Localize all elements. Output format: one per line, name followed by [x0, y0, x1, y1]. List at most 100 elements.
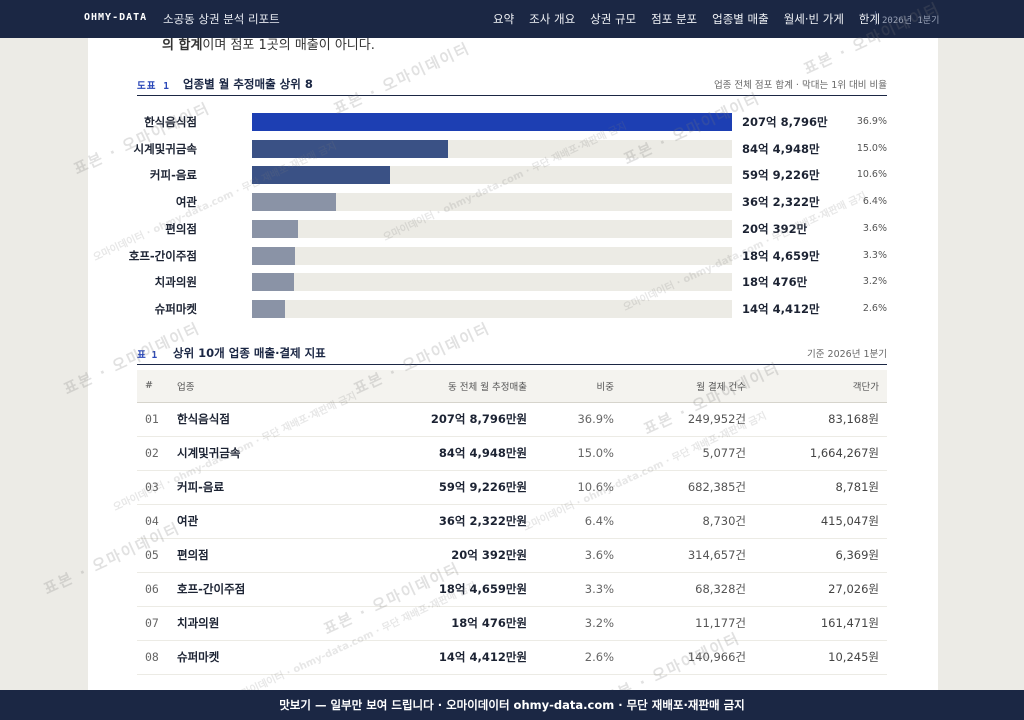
- cell-share: 6.4%: [527, 504, 614, 539]
- bar-row: 시계및귀금속 84억 4,948만 15.0%: [134, 139, 887, 158]
- bar-fill: [252, 139, 449, 158]
- bar-category-label: 호프-간이주점: [128, 248, 197, 263]
- cell-sales: 18억 476만원: [377, 606, 527, 641]
- cell-transactions: 11,177건: [614, 606, 746, 641]
- cell-sales: 207억 8,796만원: [377, 402, 527, 437]
- cell-share: 2.6%: [527, 640, 614, 675]
- cell-industry: 치과의원: [177, 606, 377, 641]
- bar-track: [252, 166, 732, 185]
- cell-rank: 06: [137, 572, 177, 607]
- nav-item-rent-vacancy[interactable]: 월세·빈 가게: [783, 12, 844, 26]
- cell-industry: 한식음식점: [177, 402, 377, 437]
- bar-fill: [252, 273, 294, 292]
- cell-sales: 36억 2,322만원: [377, 504, 527, 539]
- col-header-transactions: 월 결제 건수: [614, 370, 746, 403]
- cell-sales: 84억 4,948만원: [377, 436, 527, 471]
- cell-rank: 04: [137, 504, 177, 539]
- nav-item-survey-overview[interactable]: 조사 개요: [529, 12, 576, 26]
- bar-track: [252, 246, 732, 265]
- bar-track: [252, 113, 732, 131]
- bar-fill: [252, 219, 299, 238]
- cell-share: 3.2%: [527, 606, 614, 641]
- cell-industry: 커피-음료: [177, 470, 377, 505]
- footer-banner: 맛보기 — 일부만 보여 드립니다 · 오마이데이터 ohmy-data.com…: [0, 690, 1024, 720]
- bar-row: 치과의원 18억 476만 3.2%: [137, 273, 887, 292]
- bar-fill: [252, 166, 391, 185]
- section-nav: 요약 조사 개요 상권 규모 점포 분포 업종별 매출 월세·빈 가게 한계 2…: [493, 11, 939, 27]
- table-header: 표 1 상위 10개 업종 매출·결제 지표 기준 2026년 1분기: [137, 345, 887, 365]
- bar-track: [252, 139, 732, 158]
- cell-avg-price: 27,026원: [746, 572, 887, 607]
- cell-sales: 20억 392만원: [377, 538, 527, 573]
- nav-item-summary[interactable]: 요약: [493, 12, 515, 26]
- cell-rank: 01: [137, 402, 177, 437]
- cell-industry: 호프-간이주점: [177, 572, 377, 607]
- bar-fill: [252, 299, 286, 318]
- figure-title: 업종별 월 추정매출 상위 8: [183, 77, 313, 91]
- bar-share-label: 10.6%: [856, 169, 887, 181]
- cell-transactions: 68,328건: [614, 572, 746, 607]
- table-note: 기준 2026년 1분기: [807, 349, 887, 360]
- cell-sales: 14억 4,412만원: [377, 640, 527, 675]
- cell-sales: 18억 4,659만원: [377, 572, 527, 607]
- cell-avg-price: 6,369원: [746, 538, 887, 573]
- table-row: 02 시계및귀금속 84억 4,948만원 15.0% 5,077건 1,664,267원: [137, 436, 887, 471]
- table-title: 상위 10개 업종 매출·결제 지표: [173, 346, 326, 360]
- nav-item-sales-by-industry[interactable]: 업종별 매출: [712, 12, 769, 26]
- col-header-rank: #: [137, 370, 177, 403]
- cell-avg-price: 10,245원: [746, 640, 887, 675]
- bar-share-label: 3.2%: [862, 276, 887, 288]
- nav-item-market-size[interactable]: 상권 규모: [590, 12, 637, 26]
- cut-off-paragraph: 의 합계이며 점포 1곳의 매출이 아니다.: [162, 38, 375, 53]
- bar-track: [252, 219, 732, 238]
- cell-transactions: 5,077건: [614, 436, 746, 471]
- cut-off-rest: 이며 점포 1곳의 매출이 아니다.: [202, 38, 375, 53]
- bar-row: 커피-음료 59억 9,226만 10.6%: [137, 166, 887, 185]
- brand-logo[interactable]: OHMY-DATA: [84, 12, 148, 23]
- cell-share: 36.9%: [527, 402, 614, 437]
- cell-avg-price: 415,047원: [746, 504, 887, 539]
- bar-share-label: 3.6%: [862, 222, 887, 234]
- cell-rank: 03: [137, 470, 177, 505]
- bar-value-label: 84억 4,948만: [742, 141, 820, 156]
- bar-row: 여관 36억 2,322만 6.4%: [137, 193, 887, 212]
- cell-avg-price: 83,168원: [746, 402, 887, 437]
- table-row: 05 편의점 20억 392만원 3.6% 314,657건 6,369원: [137, 538, 887, 573]
- bar-share-label: 6.4%: [862, 196, 887, 208]
- cell-transactions: 249,952건: [614, 402, 746, 437]
- nav-item-limitations[interactable]: 한계: [858, 12, 881, 26]
- table-row: 06 호프-간이주점 18억 4,659만원 3.3% 68,328건 27,026원: [137, 572, 887, 607]
- figure-note: 업종 전체 점포 합계 · 막대는 1위 대비 비율: [713, 80, 887, 91]
- bar-category-label: 한식음식점: [144, 115, 197, 129]
- cell-industry: 시계및귀금속: [177, 436, 377, 471]
- bar-track: [252, 299, 732, 318]
- bar-value-label: 207억 8,796만: [742, 115, 828, 129]
- cell-transactions: 682,385건: [614, 470, 746, 505]
- bar-fill: [252, 113, 732, 131]
- cut-off-bold: 의 합계: [162, 38, 203, 53]
- cell-share: 3.6%: [527, 538, 614, 573]
- cell-industry: 여관: [177, 504, 377, 539]
- bar-value-label: 18억 476만: [742, 275, 808, 290]
- table-tag: 표 1: [137, 350, 158, 361]
- bar-value-label: 59억 9,226만: [742, 168, 820, 183]
- cell-share: 10.6%: [527, 470, 614, 505]
- industry-metrics-table: # 업종 동 전체 월 추정매출 비중 월 결제 건수 객단가 01 한식음식점 2…: [137, 370, 887, 675]
- bar-share-label: 36.9%: [856, 116, 887, 127]
- cell-rank: 07: [137, 606, 177, 641]
- cell-avg-price: 161,471원: [746, 606, 887, 641]
- cell-transactions: 8,730건: [614, 504, 746, 539]
- figure-header: 도표 1 업종별 월 추정매출 상위 8 업종 전체 점포 합계 · 막대는 1…: [137, 76, 887, 96]
- bar-value-label: 36억 2,322만: [742, 195, 820, 210]
- bar-value-label: 14억 4,412만: [742, 301, 820, 316]
- bar-row: 호프-간이주점 18억 4,659만 3.3%: [129, 246, 887, 265]
- bar-share-label: 3.3%: [862, 249, 887, 261]
- cell-transactions: 140,966건: [614, 640, 746, 675]
- nav-item-store-distribution[interactable]: 점포 분포: [651, 12, 698, 26]
- report-page: 의 합계이며 점포 1곳의 매출이 아니다. 도표 1 업종별 월 추정매출 상…: [88, 38, 938, 690]
- col-header-sales: 동 전체 월 추정매출: [377, 370, 527, 403]
- bar-share-label: 2.6%: [862, 302, 887, 314]
- bar-fill: [252, 246, 295, 265]
- bar-share-label: 15.0%: [856, 142, 887, 154]
- table-row: 04 여관 36억 2,322만원 6.4% 8,730건 415,047원: [137, 504, 887, 539]
